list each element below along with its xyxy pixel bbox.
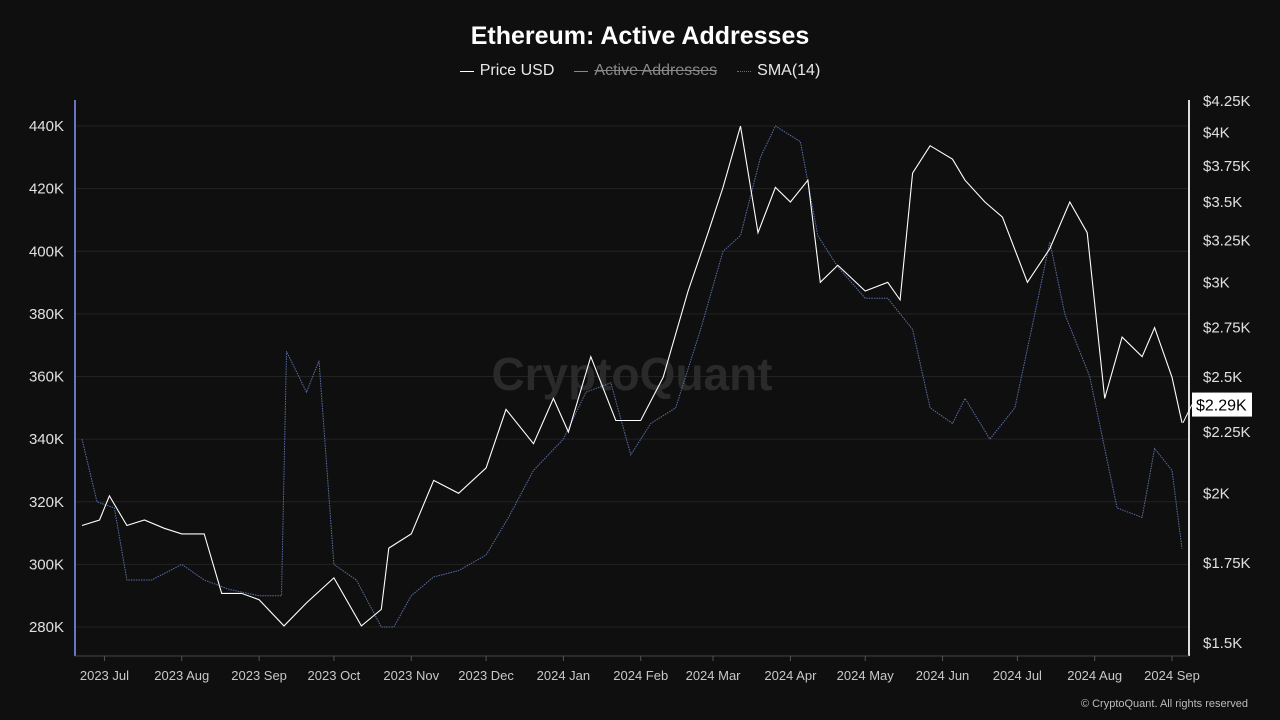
x-tick-label: 2024 Sep [1144,668,1200,683]
right-tick-label: $3K [1203,274,1230,291]
left-tick-label: 340K [29,431,64,448]
left-tick-label: 360K [29,369,64,386]
right-tick-label: $2.5K [1203,369,1242,386]
left-tick-label: 300K [29,556,64,573]
current-price-pointer [1182,404,1193,424]
price-line [81,125,1183,627]
left-tick-label: 280K [29,619,64,636]
x-tick-label: 2024 Feb [613,668,668,683]
right-tick-label: $4.25K [1203,93,1251,110]
right-tick-label: $4K [1203,125,1230,142]
sma14-line [81,125,1183,628]
current-price-badge [1192,392,1252,417]
left-tick-label: 380K [29,306,64,323]
right-tick-label: $1.75K [1203,555,1251,572]
x-tick-label: 2024 Aug [1067,668,1122,683]
left-tick-label: 400K [29,243,64,260]
x-tick-label: 2023 Nov [383,668,439,683]
price-swatch [459,70,474,72]
x-tick-label: 2023 Oct [308,668,361,683]
x-tick-label: 2023 Aug [154,668,209,683]
right-tick-label: $2K [1203,485,1230,502]
sma-swatch [737,70,752,72]
active-addresses-swatch [574,70,589,72]
x-tick-label: 2024 Jul [993,668,1042,683]
x-tick-label: 2024 Jun [916,668,970,683]
right-tick-label: $3.75K [1203,158,1251,175]
right-tick-label: $3.5K [1203,194,1242,211]
right-tick-label: $1.5K [1203,635,1242,652]
current-price-label: $2.29K [1196,398,1247,415]
x-tick-label: 2023 Sep [231,668,287,683]
left-tick-label: 320K [29,494,64,511]
left-tick-label: 440K [29,118,64,135]
right-tick-label: $3.25K [1203,233,1251,250]
legend-item-price[interactable]: Price USD [459,62,554,80]
copyright: © CryptoQuant. All rights reserved [1080,698,1248,710]
legend-item-sma[interactable]: SMA(14) [737,62,820,80]
right-tick-label: $2.75K [1203,320,1251,337]
legend-item-active-addresses[interactable]: Active Addresses [574,62,717,80]
left-tick-label: 420K [29,181,64,198]
chart-title: Ethereum: Active Addresses [470,22,810,50]
x-tick-label: 2024 May [837,668,895,683]
x-tick-label: 2023 Jul [80,668,129,683]
legend: Price USD Active Addresses SMA(14) [0,62,1280,80]
right-tick-label: $2.25K [1203,424,1251,441]
x-tick-label: 2024 Mar [686,668,742,683]
x-tick-label: 2024 Apr [764,668,817,683]
x-tick-label: 2023 Dec [458,668,514,683]
x-tick-label: 2024 Jan [537,668,591,683]
watermark: CryptoQuant [491,348,772,400]
